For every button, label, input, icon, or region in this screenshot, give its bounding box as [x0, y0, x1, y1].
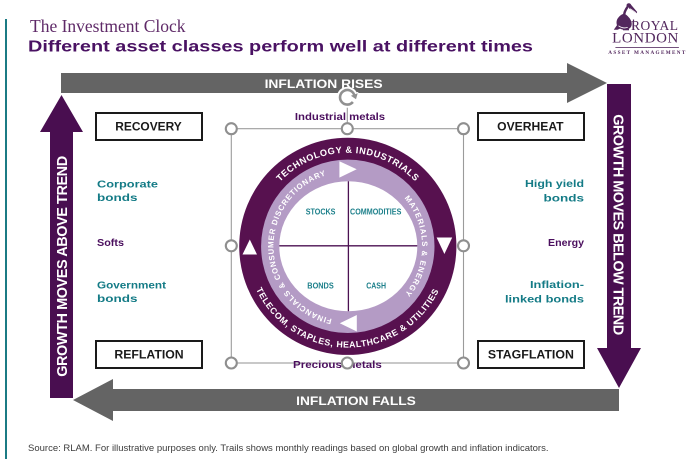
- svg-text:LONDON: LONDON: [612, 31, 679, 47]
- svg-text:bonds: bonds: [97, 293, 138, 305]
- svg-text:ROYAL: ROYAL: [631, 18, 679, 33]
- svg-text:GROWTH MOVES BELOW TREND: GROWTH MOVES BELOW TREND: [610, 114, 626, 335]
- svg-text:Energy: Energy: [548, 237, 584, 249]
- svg-text:STAGFLATION: STAGFLATION: [488, 350, 574, 362]
- svg-text:BONDS: BONDS: [307, 282, 334, 291]
- svg-text:CASH: CASH: [366, 282, 386, 291]
- svg-text:Inflation-: Inflation-: [530, 279, 585, 291]
- svg-text:bonds: bonds: [97, 192, 138, 204]
- svg-text:Corporate: Corporate: [97, 179, 158, 191]
- svg-text:COMMODITIES: COMMODITIES: [350, 207, 402, 216]
- svg-text:Softs: Softs: [97, 237, 124, 249]
- svg-text:ASSET MANAGEMENT: ASSET MANAGEMENT: [608, 50, 686, 56]
- svg-text:The Investment Clock: The Investment Clock: [30, 16, 186, 36]
- svg-text:Source: RLAM. For illustrative: Source: RLAM. For illustrative purposes …: [28, 443, 548, 454]
- svg-text:INFLATION RISES: INFLATION RISES: [265, 77, 383, 91]
- svg-text:Precious metals: Precious metals: [293, 359, 382, 371]
- svg-text:OVERHEAT: OVERHEAT: [497, 122, 563, 134]
- svg-text:Different asset classes perfor: Different asset classes perform well at …: [28, 39, 533, 56]
- svg-text:INFLATION FALLS: INFLATION FALLS: [296, 394, 416, 408]
- svg-text:GROWTH MOVES ABOVE TREND: GROWTH MOVES ABOVE TREND: [55, 156, 71, 377]
- svg-text:Government: Government: [97, 279, 167, 291]
- svg-text:STOCKS: STOCKS: [306, 207, 336, 216]
- svg-text:REFLATION: REFLATION: [114, 350, 183, 362]
- svg-text:bonds: bonds: [544, 192, 585, 204]
- svg-text:Industrial metals: Industrial metals: [295, 111, 385, 123]
- svg-text:High yield: High yield: [525, 178, 584, 190]
- svg-text:linked bonds: linked bonds: [505, 294, 584, 306]
- svg-text:RECOVERY: RECOVERY: [115, 122, 182, 134]
